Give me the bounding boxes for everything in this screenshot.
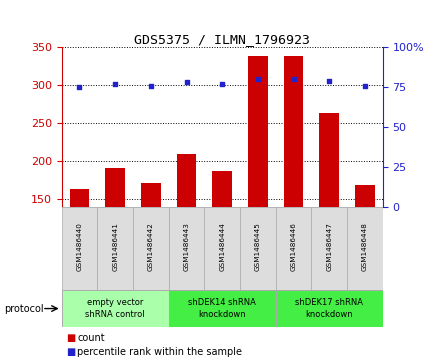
Point <box>254 76 261 82</box>
Text: GSM1486443: GSM1486443 <box>183 223 190 272</box>
Bar <box>169 207 204 290</box>
Text: GSM1486447: GSM1486447 <box>326 223 332 272</box>
Text: GSM1486440: GSM1486440 <box>77 223 82 272</box>
Bar <box>276 290 383 327</box>
Bar <box>355 185 375 207</box>
Bar <box>177 154 196 207</box>
Title: GDS5375 / ILMN_1796923: GDS5375 / ILMN_1796923 <box>134 33 310 46</box>
Text: ■: ■ <box>66 333 75 343</box>
Bar <box>204 207 240 290</box>
Bar <box>70 189 89 207</box>
Point <box>76 84 83 90</box>
Point <box>326 78 333 83</box>
Text: ■: ■ <box>66 347 75 357</box>
Text: shDEK17 shRNA
knockdown: shDEK17 shRNA knockdown <box>295 298 363 319</box>
Bar <box>240 207 276 290</box>
Bar <box>133 207 169 290</box>
Text: GSM1486446: GSM1486446 <box>290 223 297 272</box>
Bar <box>97 207 133 290</box>
Text: GSM1486445: GSM1486445 <box>255 223 261 272</box>
Bar <box>284 56 304 207</box>
Bar <box>312 207 347 290</box>
Bar <box>62 290 169 327</box>
Point <box>219 81 226 87</box>
Text: shDEK14 shRNA
knockdown: shDEK14 shRNA knockdown <box>188 298 256 319</box>
Text: GSM1486442: GSM1486442 <box>148 223 154 272</box>
Text: empty vector
shRNA control: empty vector shRNA control <box>85 298 145 319</box>
Bar <box>62 207 97 290</box>
Bar <box>105 168 125 207</box>
Point <box>361 83 368 89</box>
Bar <box>169 290 276 327</box>
Text: GSM1486448: GSM1486448 <box>362 223 368 272</box>
Text: count: count <box>77 333 105 343</box>
Text: GSM1486441: GSM1486441 <box>112 223 118 272</box>
Point <box>112 81 119 87</box>
Bar <box>347 207 383 290</box>
Bar <box>141 183 161 207</box>
Text: GSM1486444: GSM1486444 <box>219 223 225 272</box>
Text: protocol: protocol <box>4 303 44 314</box>
Point <box>290 76 297 82</box>
Bar <box>319 113 339 207</box>
Bar <box>213 171 232 207</box>
Point <box>147 83 154 89</box>
Bar <box>276 207 312 290</box>
Bar <box>248 56 268 207</box>
Point <box>183 79 190 85</box>
Text: percentile rank within the sample: percentile rank within the sample <box>77 347 242 357</box>
